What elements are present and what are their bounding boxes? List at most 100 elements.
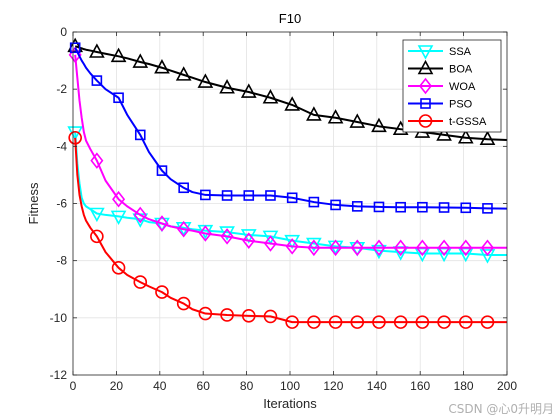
series-boa bbox=[67, 37, 508, 145]
y-tick-label: -4 bbox=[56, 139, 67, 153]
data-point-pso bbox=[113, 92, 124, 104]
data-point-pso bbox=[482, 203, 493, 214]
legend-marker-ssa bbox=[417, 45, 434, 60]
legend-item-t-gssa: t-GSSA bbox=[408, 114, 487, 128]
data-point-boa bbox=[479, 130, 496, 145]
data-point-boa bbox=[327, 109, 344, 124]
watermark: CSDN @心0升明月 bbox=[448, 402, 554, 416]
data-point-woa bbox=[350, 239, 364, 257]
chart-title: F10 bbox=[279, 11, 301, 26]
data-point-boa bbox=[175, 66, 192, 81]
x-tick-label: 60 bbox=[197, 379, 211, 393]
x-tick-label: 140 bbox=[367, 379, 387, 393]
data-point-woa bbox=[415, 239, 429, 257]
data-point-t-gssa bbox=[437, 315, 451, 329]
data-point-ssa bbox=[479, 249, 496, 264]
data-point-t-gssa bbox=[350, 315, 365, 329]
data-point-woa bbox=[307, 239, 321, 257]
legend-item-ssa: SSA bbox=[408, 45, 472, 60]
y-tick-label: -10 bbox=[50, 311, 68, 325]
data-point-woa bbox=[177, 220, 191, 238]
data-point-t-gssa bbox=[285, 315, 299, 329]
data-point-woa bbox=[155, 215, 169, 232]
data-point-woa bbox=[394, 239, 408, 257]
data-point-boa bbox=[154, 59, 170, 74]
data-point-t-gssa bbox=[133, 275, 148, 289]
data-point-boa bbox=[436, 126, 452, 141]
data-point-pso bbox=[134, 129, 146, 141]
legend-label-t-gssa: t-GSSA bbox=[449, 116, 487, 128]
series-woa bbox=[68, 46, 507, 257]
data-point-boa bbox=[240, 83, 257, 98]
data-point-pso bbox=[243, 190, 255, 201]
y-axis-label: Fitness bbox=[26, 182, 41, 224]
data-point-pso bbox=[265, 190, 276, 201]
data-point-woa bbox=[242, 232, 256, 249]
data-point-woa bbox=[285, 238, 299, 255]
data-point-pso bbox=[156, 165, 168, 176]
data-point-t-gssa bbox=[328, 315, 343, 329]
x-tick-label: 80 bbox=[240, 379, 254, 393]
data-point-t-gssa bbox=[307, 315, 321, 329]
legend-marker-boa bbox=[417, 59, 434, 75]
data-point-boa bbox=[306, 106, 322, 121]
legend-marker-pso bbox=[420, 98, 431, 109]
legend-label-boa: BOA bbox=[449, 64, 473, 76]
x-tick-label: 0 bbox=[70, 379, 77, 393]
data-point-t-gssa bbox=[198, 306, 213, 321]
y-tick-label: 0 bbox=[60, 25, 67, 39]
x-tick-label: 100 bbox=[280, 379, 300, 393]
data-point-t-gssa bbox=[372, 315, 386, 329]
data-point-boa bbox=[67, 37, 84, 53]
x-tick-label: 120 bbox=[323, 379, 343, 393]
data-point-boa bbox=[219, 79, 235, 94]
data-point-woa bbox=[198, 225, 212, 242]
data-point-pso bbox=[308, 196, 320, 208]
data-point-boa bbox=[262, 89, 279, 104]
legend-label-pso: PSO bbox=[449, 99, 473, 111]
data-point-boa bbox=[89, 43, 105, 58]
axis-ticks: 0 20 40 60 80 100 120 140 160 180 200 -12 -10 -8 -6 -4 -… bbox=[50, 25, 518, 393]
legend-label-ssa: SSA bbox=[449, 46, 472, 58]
series-group bbox=[67, 37, 508, 329]
data-point-boa bbox=[371, 117, 387, 133]
data-point-t-gssa bbox=[393, 315, 408, 329]
data-point-boa bbox=[197, 73, 214, 88]
data-point-pso bbox=[286, 192, 298, 204]
legend-item-pso: PSO bbox=[408, 98, 473, 111]
legend-marker-t-gssa bbox=[418, 114, 433, 128]
data-point-t-gssa bbox=[220, 308, 234, 322]
data-point-pso bbox=[69, 42, 81, 54]
data-point-t-gssa bbox=[68, 130, 82, 145]
data-point-t-gssa bbox=[176, 296, 191, 311]
legend-label-woa: WOA bbox=[449, 81, 476, 93]
data-point-t-gssa bbox=[480, 315, 495, 329]
data-point-woa bbox=[372, 239, 386, 257]
x-tick-label: 20 bbox=[110, 379, 124, 393]
x-tick-label: 200 bbox=[497, 379, 517, 393]
data-point-ssa bbox=[240, 229, 257, 244]
data-point-t-gssa bbox=[415, 315, 430, 329]
data-point-woa bbox=[459, 239, 473, 257]
data-point-boa bbox=[132, 53, 149, 68]
data-point-woa bbox=[90, 152, 104, 169]
data-point-t-gssa bbox=[155, 285, 169, 299]
data-point-ssa bbox=[89, 207, 105, 223]
data-point-t-gssa bbox=[111, 261, 126, 275]
data-point-t-gssa bbox=[241, 309, 256, 323]
data-point-woa bbox=[220, 228, 234, 245]
data-point-ssa bbox=[110, 210, 127, 226]
data-point-boa bbox=[284, 96, 301, 111]
y-tick-label: -12 bbox=[50, 368, 68, 382]
series-t-gssa bbox=[68, 130, 507, 329]
data-point-pso bbox=[460, 202, 472, 214]
data-point-boa bbox=[110, 47, 127, 63]
data-point-pso bbox=[395, 201, 406, 213]
data-point-pso bbox=[438, 202, 450, 213]
data-point-t-gssa bbox=[458, 315, 473, 329]
data-point-ssa bbox=[349, 242, 366, 257]
legend-item-boa: BOA bbox=[408, 59, 473, 76]
legend: SSA BOA WOA PSO t-GSSA bbox=[402, 39, 502, 133]
data-point-woa bbox=[133, 206, 147, 224]
